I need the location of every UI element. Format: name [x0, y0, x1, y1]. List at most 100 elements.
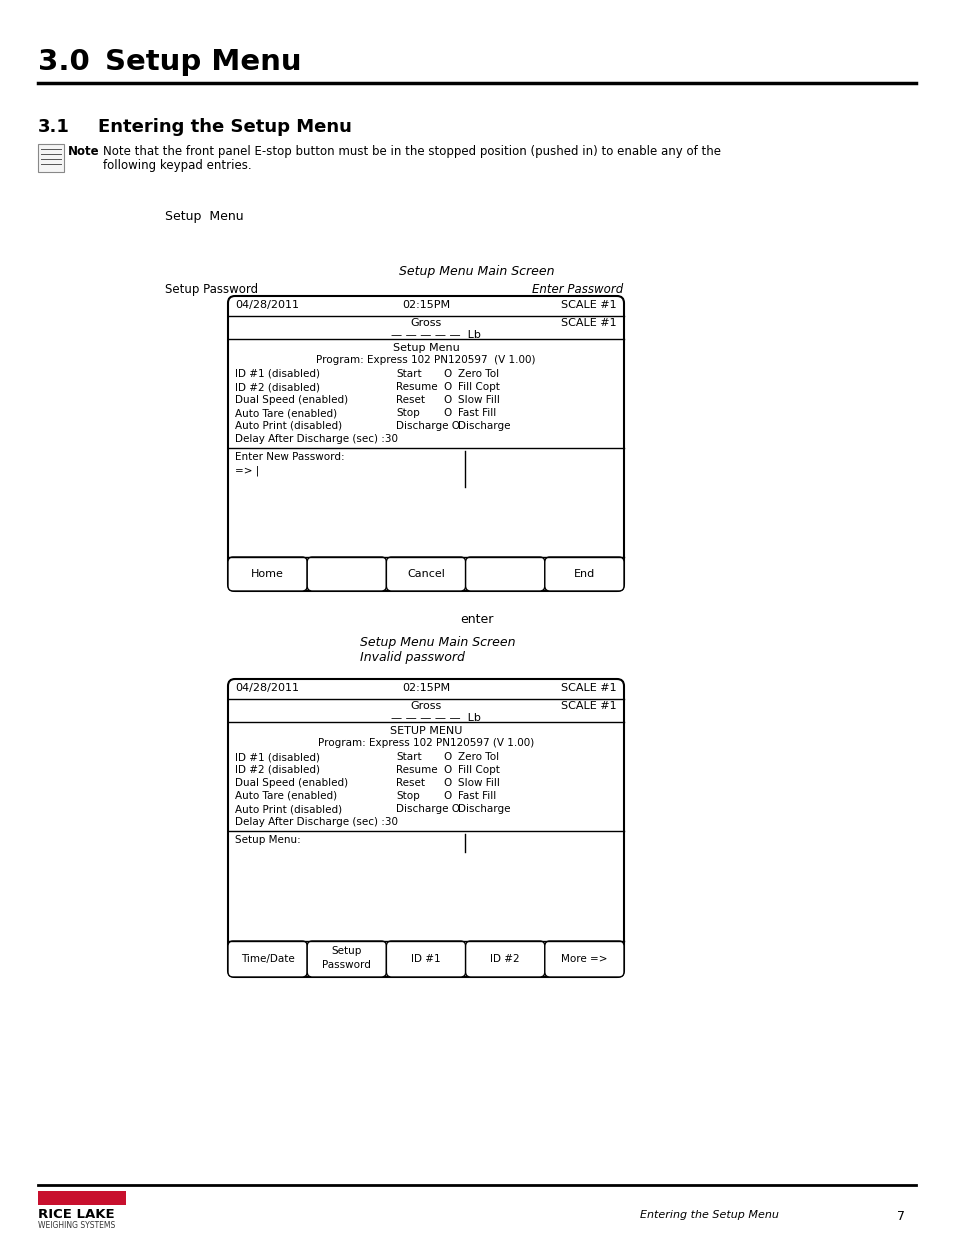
Text: => |: => | — [234, 466, 259, 475]
FancyBboxPatch shape — [228, 296, 623, 592]
Text: Home: Home — [251, 569, 284, 579]
Text: Start: Start — [395, 752, 421, 762]
Text: Note that the front panel E-stop button must be in the stopped position (pushed : Note that the front panel E-stop button … — [103, 144, 720, 158]
Text: Zero Tol: Zero Tol — [457, 369, 498, 379]
Text: Discharge: Discharge — [457, 421, 510, 431]
Text: Program: Express 102 PN120597  (V 1.00): Program: Express 102 PN120597 (V 1.00) — [315, 354, 536, 366]
Text: ID #1 (disabled): ID #1 (disabled) — [234, 369, 319, 379]
Text: Stop: Stop — [395, 790, 419, 802]
Text: Setup Menu: Setup Menu — [393, 343, 459, 353]
Text: Discharge: Discharge — [457, 804, 510, 814]
Text: ID #2: ID #2 — [490, 953, 519, 965]
FancyBboxPatch shape — [386, 557, 465, 592]
Text: SCALE #1: SCALE #1 — [560, 300, 617, 310]
FancyBboxPatch shape — [228, 679, 623, 977]
Text: 04/28/2011: 04/28/2011 — [234, 683, 298, 693]
Text: ID #1: ID #1 — [411, 953, 440, 965]
Text: Reset: Reset — [395, 395, 424, 405]
Text: 04/28/2011: 04/28/2011 — [234, 300, 298, 310]
Text: Setup Menu Main Screen: Setup Menu Main Screen — [359, 636, 515, 650]
Text: RICE LAKE: RICE LAKE — [38, 1208, 114, 1221]
FancyBboxPatch shape — [465, 557, 544, 592]
Text: Resume: Resume — [395, 382, 437, 391]
Text: Fill Copt: Fill Copt — [457, 764, 499, 776]
Text: enter: enter — [460, 613, 493, 626]
Text: Auto Tare (enabled): Auto Tare (enabled) — [234, 790, 336, 802]
Text: O: O — [442, 790, 451, 802]
Text: WEIGHING SYSTEMS: WEIGHING SYSTEMS — [38, 1221, 115, 1230]
Text: Fast Fill: Fast Fill — [457, 408, 496, 417]
Text: Auto Print (disabled): Auto Print (disabled) — [234, 804, 342, 814]
Text: O: O — [442, 764, 451, 776]
Text: End: End — [573, 569, 595, 579]
Text: ID #2 (disabled): ID #2 (disabled) — [234, 382, 319, 391]
Text: SCALE #1: SCALE #1 — [560, 317, 617, 329]
Text: Delay After Discharge (sec) :30: Delay After Discharge (sec) :30 — [234, 433, 397, 445]
Text: O: O — [442, 369, 451, 379]
Text: Password: Password — [322, 960, 371, 969]
Text: Auto Print (disabled): Auto Print (disabled) — [234, 421, 342, 431]
Text: ID #2 (disabled): ID #2 (disabled) — [234, 764, 319, 776]
Text: Zero Tol: Zero Tol — [457, 752, 498, 762]
FancyBboxPatch shape — [307, 941, 386, 977]
FancyBboxPatch shape — [228, 557, 307, 592]
FancyBboxPatch shape — [544, 557, 623, 592]
Text: Invalid password: Invalid password — [359, 651, 464, 664]
Text: — — — — —  Lb: — — — — — Lb — [391, 713, 480, 722]
Text: O: O — [442, 382, 451, 391]
FancyBboxPatch shape — [386, 941, 465, 977]
Text: Dual Speed (enabled): Dual Speed (enabled) — [234, 395, 348, 405]
Text: Setup Menu: Setup Menu — [105, 48, 301, 77]
Bar — [38, 144, 64, 172]
Text: Setup  Menu: Setup Menu — [165, 210, 243, 224]
Text: Time/Date: Time/Date — [240, 953, 294, 965]
Text: Start: Start — [395, 369, 421, 379]
Text: 7: 7 — [896, 1210, 904, 1223]
Text: Slow Fill: Slow Fill — [457, 395, 499, 405]
Text: 02:15PM: 02:15PM — [401, 300, 450, 310]
Text: 3.1: 3.1 — [38, 119, 70, 136]
Text: ID #1 (disabled): ID #1 (disabled) — [234, 752, 319, 762]
Text: SETUP MENU: SETUP MENU — [390, 726, 461, 736]
Text: Discharge O: Discharge O — [395, 421, 459, 431]
Text: — — — — —  Lb: — — — — — Lb — [391, 330, 480, 340]
Text: Setup Menu Main Screen: Setup Menu Main Screen — [399, 266, 554, 278]
FancyBboxPatch shape — [228, 941, 307, 977]
Text: O: O — [442, 395, 451, 405]
Text: Setup: Setup — [332, 946, 361, 956]
Text: following keypad entries.: following keypad entries. — [103, 159, 252, 172]
Text: Stop: Stop — [395, 408, 419, 417]
Text: SCALE #1: SCALE #1 — [560, 701, 617, 711]
Text: Enter New Password:: Enter New Password: — [234, 452, 344, 462]
FancyBboxPatch shape — [465, 941, 544, 977]
Text: Gross: Gross — [410, 317, 441, 329]
Text: Dual Speed (enabled): Dual Speed (enabled) — [234, 778, 348, 788]
Text: Cancel: Cancel — [407, 569, 444, 579]
Text: Fill Copt: Fill Copt — [457, 382, 499, 391]
Text: Note: Note — [68, 144, 99, 158]
FancyBboxPatch shape — [307, 557, 386, 592]
Text: Gross: Gross — [410, 701, 441, 711]
Text: 02:15PM: 02:15PM — [401, 683, 450, 693]
Text: O: O — [442, 752, 451, 762]
Text: Resume: Resume — [395, 764, 437, 776]
Text: O: O — [442, 408, 451, 417]
Text: Setup Password: Setup Password — [165, 283, 258, 296]
Text: Slow Fill: Slow Fill — [457, 778, 499, 788]
Text: SCALE #1: SCALE #1 — [560, 683, 617, 693]
Text: Reset: Reset — [395, 778, 424, 788]
FancyBboxPatch shape — [544, 941, 623, 977]
Text: Discharge O: Discharge O — [395, 804, 459, 814]
Text: Enter Password: Enter Password — [531, 283, 622, 296]
Text: O: O — [442, 778, 451, 788]
Text: More =>: More => — [560, 953, 607, 965]
Bar — [38, 1191, 126, 1205]
Text: Entering the Setup Menu: Entering the Setup Menu — [639, 1210, 778, 1220]
Text: Entering the Setup Menu: Entering the Setup Menu — [98, 119, 352, 136]
Text: 3.0: 3.0 — [38, 48, 90, 77]
Text: Setup Menu:: Setup Menu: — [234, 835, 300, 845]
Text: Fast Fill: Fast Fill — [457, 790, 496, 802]
Text: Delay After Discharge (sec) :30: Delay After Discharge (sec) :30 — [234, 818, 397, 827]
Text: Program: Express 102 PN120597 (V 1.00): Program: Express 102 PN120597 (V 1.00) — [317, 739, 534, 748]
Text: Auto Tare (enabled): Auto Tare (enabled) — [234, 408, 336, 417]
